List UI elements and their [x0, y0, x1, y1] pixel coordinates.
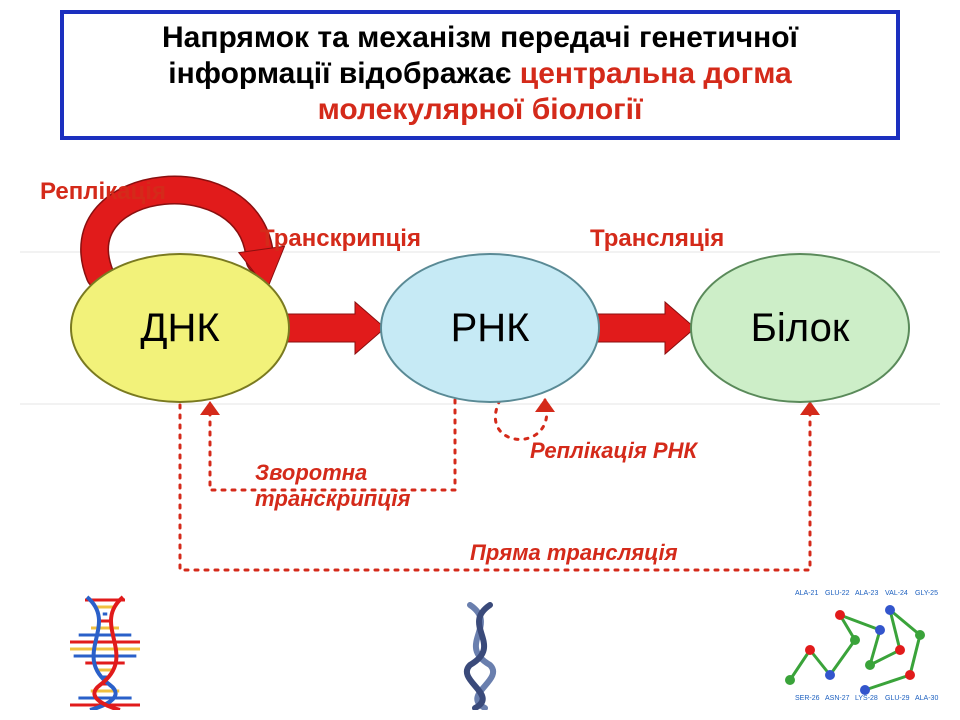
node-protein: Білок [690, 253, 910, 403]
svg-text:GLU-22: GLU-22 [825, 590, 850, 597]
svg-text:ASN-27: ASN-27 [825, 695, 850, 702]
title-box: Напрямок та механізм передачі генетичної… [60, 10, 900, 140]
label-transcription: Транскрипція [260, 225, 421, 253]
protein-structure-icon: ALA-21 GLU-22 ALA-23 VAL-24 GLY-25 SER-26 ASN-… [770, 580, 940, 710]
node-dna: ДНК [70, 253, 290, 403]
diagram-stage: Напрямок та механізм передачі генетичної… [0, 0, 960, 720]
svg-text:ALA-21: ALA-21 [795, 590, 818, 597]
svg-text:VAL-24: VAL-24 [885, 590, 908, 597]
label-reverse-transcription: Зворотна транскрипція [255, 460, 411, 512]
svg-text:GLY-25: GLY-25 [915, 590, 938, 597]
title-line1: Напрямок та механізм передачі генетичної [74, 20, 886, 56]
svg-text:SER-26: SER-26 [795, 695, 820, 702]
dna-helix-icon [70, 595, 140, 710]
label-replication: Реплікація [40, 178, 166, 206]
title-highlight-2: молекулярної біології [318, 93, 643, 126]
node-rna: РНК [380, 253, 600, 403]
rna-strand-icon [450, 600, 510, 710]
svg-text:GLU-29: GLU-29 [885, 695, 910, 702]
node-rna-label: РНК [451, 306, 530, 351]
label-rna-replication: Реплікація РНК [530, 438, 697, 464]
title-highlight-1: центральна догма [520, 57, 792, 90]
svg-text:LYS-28: LYS-28 [855, 695, 878, 702]
title-text-1: Напрямок та механізм передачі генетичної [162, 21, 798, 54]
svg-text:ALA-30: ALA-30 [915, 695, 938, 702]
node-protein-label: Білок [751, 306, 850, 351]
title-line2: інформації відображає центральна догма [74, 56, 886, 92]
title-line3: молекулярної біології [74, 92, 886, 128]
svg-text:ALA-23: ALA-23 [855, 590, 878, 597]
title-text-2a: інформації відображає [168, 57, 520, 90]
label-direct-translation: Пряма трансляція [470, 540, 678, 566]
label-translation: Трансляція [590, 225, 724, 253]
node-dna-label: ДНК [140, 306, 219, 351]
